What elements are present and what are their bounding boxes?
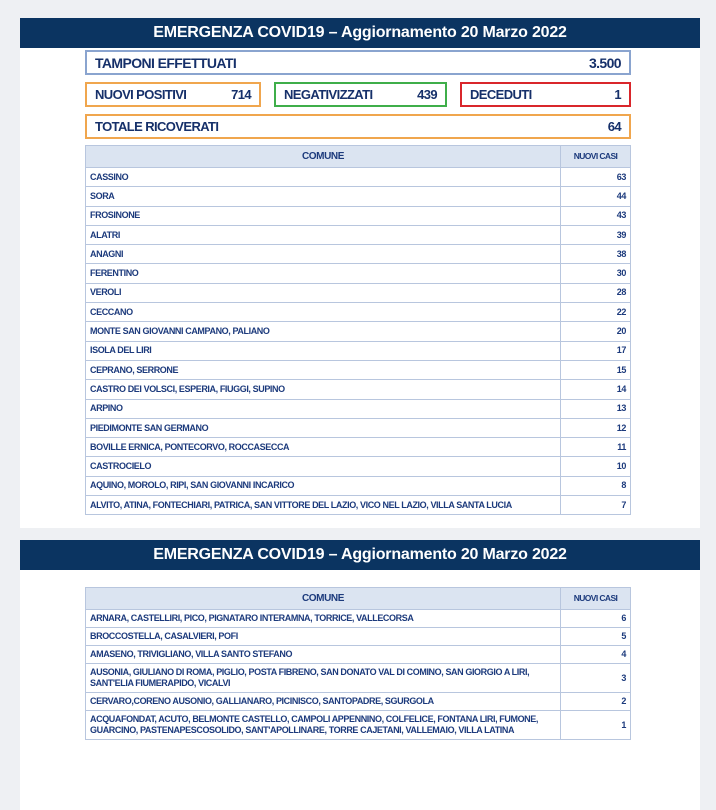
nuovi-casi-cell: 2 <box>560 692 631 711</box>
stat-label: NUOVI POSITIVI <box>95 87 187 102</box>
nuovi-casi-cell: 13 <box>560 398 631 419</box>
nuovi-casi-cell: 11 <box>560 437 631 458</box>
table-row: CASTROCIELO 10 <box>85 456 631 477</box>
nuovi-casi-cell: 43 <box>560 205 631 226</box>
stat-tamponi: TAMPONI EFFETTUATI 3.500 <box>85 50 631 75</box>
comune-cell: ARNARA, CASTELLIRI, PICO, PIGNATARO INTE… <box>85 609 561 628</box>
nuovi-casi-cell: 12 <box>560 417 631 439</box>
stat-positivi: NUOVI POSITIVI 714 <box>85 82 261 107</box>
table-row: VEROLI 28 <box>85 282 631 304</box>
column-header-comune: COMUNE <box>85 145 561 168</box>
table-row: AMASENO, TRIVIGLIANO, VILLA SANTO STEFAN… <box>85 645 631 664</box>
stat-label: TAMPONI EFFETTUATI <box>95 54 237 71</box>
stat-negativizzati: NEGATIVIZZATI 439 <box>274 82 447 107</box>
stat-value: 1 <box>614 87 621 102</box>
report-card-1: EMERGENZA COVID19 – Aggiornamento 20 Mar… <box>20 18 700 528</box>
report-header: EMERGENZA COVID19 – Aggiornamento 20 Mar… <box>20 540 700 570</box>
table-row: ARNARA, CASTELLIRI, PICO, PIGNATARO INTE… <box>85 609 631 628</box>
stat-label: NEGATIVIZZATI <box>284 87 373 102</box>
table-row: SORA 44 <box>85 186 631 207</box>
table-row: PIEDIMONTE SAN GERMANO 12 <box>85 417 631 439</box>
nuovi-casi-cell: 44 <box>560 186 631 207</box>
table-row: FROSINONE 43 <box>85 205 631 226</box>
comune-cell: AQUINO, MOROLO, RIPI, SAN GIOVANNI INCAR… <box>85 475 561 497</box>
column-header-nuovi-casi: NUOVI CASI <box>560 587 631 610</box>
nuovi-casi-cell: 6 <box>560 609 631 628</box>
table-row: CASSINO 63 <box>85 166 631 188</box>
stat-value: 3.500 <box>588 54 622 71</box>
table-row: MONTE SAN GIOVANNI CAMPANO, PALIANO 20 <box>85 321 631 342</box>
column-header-nuovi-casi: NUOVI CASI <box>560 145 631 168</box>
table-row: CECCANO 22 <box>85 302 631 323</box>
comune-cell: FERENTINO <box>85 263 561 284</box>
comune-cell: PIEDIMONTE SAN GERMANO <box>85 417 561 439</box>
nuovi-casi-cell: 5 <box>560 627 631 646</box>
comune-cell: ARPINO <box>85 398 561 419</box>
nuovi-casi-cell: 28 <box>560 282 631 304</box>
table-row: BROCCOSTELLA, CASALVIERI, POFI 5 <box>85 627 631 646</box>
cases-table-2: COMUNE NUOVI CASI ARNARA, CASTELLIRI, PI… <box>85 587 631 740</box>
comune-cell: CASSINO <box>85 166 561 188</box>
nuovi-casi-cell: 14 <box>560 379 631 400</box>
stat-value: 714 <box>231 87 251 102</box>
table-row: ANAGNI 38 <box>85 244 631 265</box>
comune-cell: BROCCOSTELLA, CASALVIERI, POFI <box>85 627 561 646</box>
report-card-2: EMERGENZA COVID19 – Aggiornamento 20 Mar… <box>20 540 700 810</box>
comune-cell: CECCANO <box>85 302 561 323</box>
comune-cell: MONTE SAN GIOVANNI CAMPANO, PALIANO <box>85 321 561 342</box>
table-row: ALVITO, ATINA, FONTECHIARI, PATRICA, SAN… <box>85 495 631 516</box>
comune-cell: BOVILLE ERNICA, PONTECORVO, ROCCASECCA <box>85 437 561 458</box>
comune-cell: ALVITO, ATINA, FONTECHIARI, PATRICA, SAN… <box>85 495 561 516</box>
nuovi-casi-cell: 10 <box>560 456 631 477</box>
comune-cell: AMASENO, TRIVIGLIANO, VILLA SANTO STEFAN… <box>85 645 561 664</box>
table-row: BOVILLE ERNICA, PONTECORVO, ROCCASECCA 11 <box>85 437 631 458</box>
nuovi-casi-cell: 4 <box>560 645 631 664</box>
table-row: FERENTINO 30 <box>85 263 631 284</box>
nuovi-casi-cell: 17 <box>560 340 631 361</box>
table-row: AQUINO, MOROLO, RIPI, SAN GIOVANNI INCAR… <box>85 475 631 497</box>
nuovi-casi-cell: 3 <box>560 663 631 693</box>
nuovi-casi-cell: 1 <box>560 710 631 740</box>
column-header-comune: COMUNE <box>85 587 561 610</box>
comune-cell: AUSONIA, GIULIANO DI ROMA, PIGLIO, POSTA… <box>85 663 561 693</box>
table-row: CERVARO,CORENO AUSONIO, GALLIANARO, PICI… <box>85 692 631 711</box>
comune-cell: ANAGNI <box>85 244 561 265</box>
nuovi-casi-cell: 22 <box>560 302 631 323</box>
nuovi-casi-cell: 39 <box>560 224 631 246</box>
table-row: ACQUAFONDAT, ACUTO, BELMONTE CASTELLO, C… <box>85 710 631 740</box>
stat-label: TOTALE RICOVERATI <box>95 119 219 134</box>
table-row: CEPRANO, SERRONE 15 <box>85 359 631 381</box>
cases-table-1: COMUNE NUOVI CASI CASSINO 63 SORA 44 FROSINO… <box>85 145 631 516</box>
nuovi-casi-cell: 15 <box>560 359 631 381</box>
comune-cell: SORA <box>85 186 561 207</box>
report-header: EMERGENZA COVID19 – Aggiornamento 20 Mar… <box>20 18 700 48</box>
nuovi-casi-cell: 38 <box>560 244 631 265</box>
nuovi-casi-cell: 8 <box>560 475 631 497</box>
comune-cell: CERVARO,CORENO AUSONIO, GALLIANARO, PICI… <box>85 692 561 711</box>
stat-label: DECEDUTI <box>470 87 532 102</box>
comune-cell: VEROLI <box>85 282 561 304</box>
stat-value: 64 <box>607 119 622 134</box>
comune-cell: ACQUAFONDAT, ACUTO, BELMONTE CASTELLO, C… <box>85 710 561 740</box>
comune-cell: ISOLA DEL LIRI <box>85 340 561 361</box>
table-row: ISOLA DEL LIRI 17 <box>85 340 631 361</box>
comune-cell: CEPRANO, SERRONE <box>85 359 561 381</box>
nuovi-casi-cell: 7 <box>560 495 631 516</box>
comune-cell: CASTROCIELO <box>85 456 561 477</box>
comune-cell: ALATRI <box>85 224 561 246</box>
table-row: ARPINO 13 <box>85 398 631 419</box>
comune-cell: CASTRO DEI VOLSCI, ESPERIA, FIUGGI, SUPI… <box>85 379 561 400</box>
nuovi-casi-cell: 20 <box>560 321 631 342</box>
comune-cell: FROSINONE <box>85 205 561 226</box>
table-row: ALATRI 39 <box>85 224 631 246</box>
table-row: AUSONIA, GIULIANO DI ROMA, PIGLIO, POSTA… <box>85 663 631 693</box>
stat-ricoverati: TOTALE RICOVERATI 64 <box>85 114 631 139</box>
nuovi-casi-cell: 63 <box>560 166 631 188</box>
table-row: CASTRO DEI VOLSCI, ESPERIA, FIUGGI, SUPI… <box>85 379 631 400</box>
stat-deceduti: DECEDUTI 1 <box>460 82 631 107</box>
nuovi-casi-cell: 30 <box>560 263 631 284</box>
stat-value: 439 <box>417 87 437 102</box>
